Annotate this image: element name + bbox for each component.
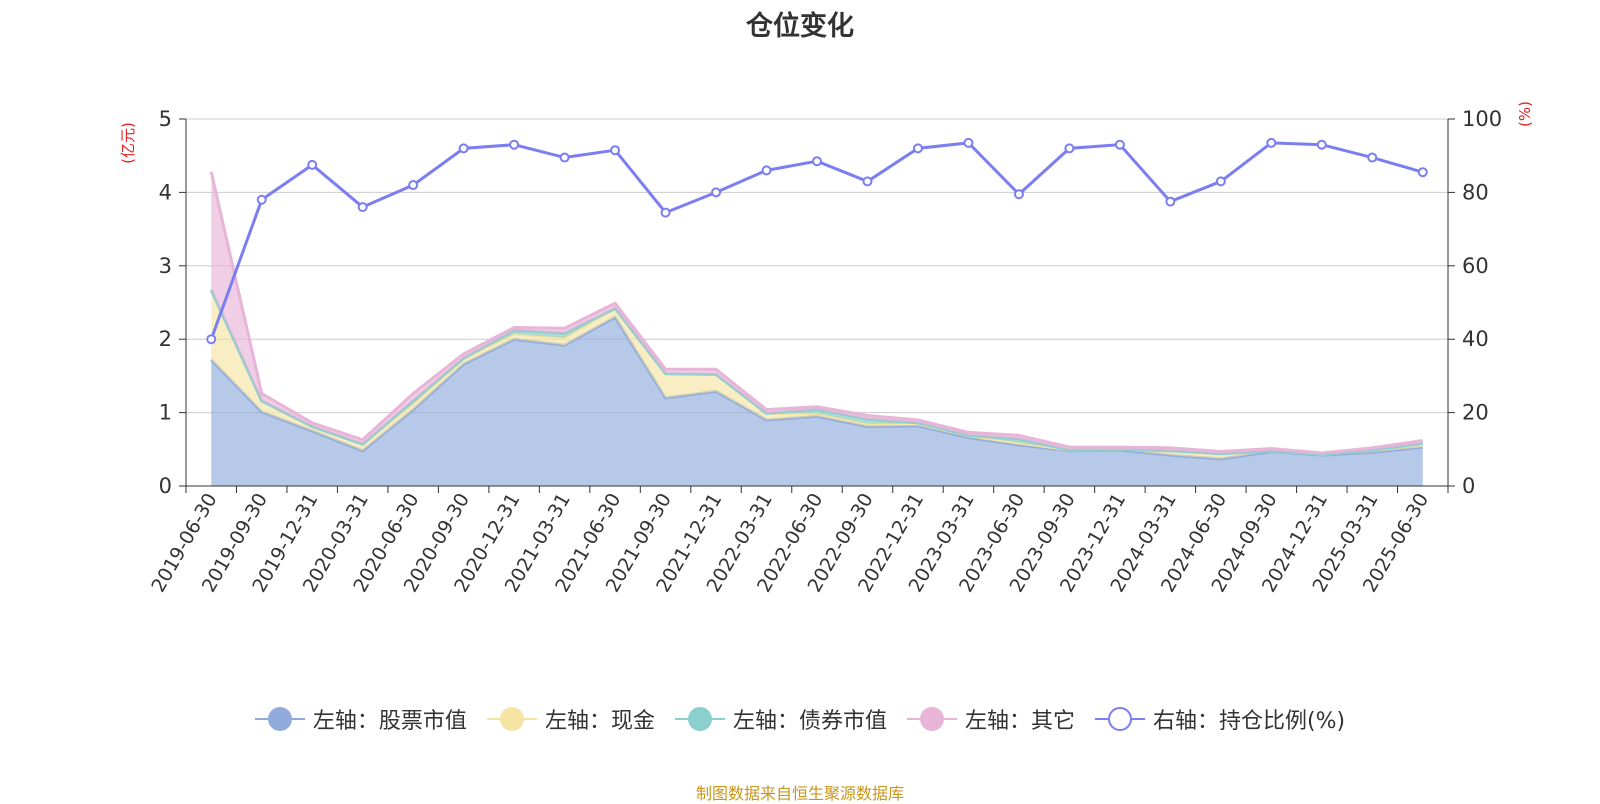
left-tick-label: 0	[159, 474, 172, 498]
ratio-line	[206, 137, 1428, 345]
ratio-point	[1266, 137, 1277, 148]
legend-circle-icon	[906, 707, 957, 731]
ratio-point	[761, 165, 772, 176]
ratio-point	[1316, 139, 1327, 150]
ratio-point	[1367, 152, 1378, 163]
ratio-point	[711, 187, 722, 198]
left-tick-label: 3	[159, 254, 172, 278]
legend-circle-icon	[254, 707, 305, 731]
source-note: 制图数据来自恒生聚源数据库	[695, 784, 904, 803]
right-axis-unit: (%)	[1516, 101, 1534, 127]
area-edge-e8b4d8	[209, 171, 1423, 455]
legend-label: 左轴：现金	[544, 709, 655, 734]
left-tick-label: 1	[159, 401, 172, 425]
ratio-point	[963, 137, 974, 148]
ratio-point	[812, 156, 822, 167]
left-tick-label: 2	[159, 327, 172, 351]
legend-label: 左轴：股票市值	[312, 709, 467, 734]
ratio-point	[206, 334, 217, 345]
legend-label: 左轴：其它	[964, 709, 1075, 734]
ratio-point	[862, 176, 873, 187]
left-tick-label: 5	[159, 107, 172, 131]
right-tick-label: 20	[1462, 401, 1489, 425]
legend-circle-icon	[486, 707, 537, 731]
ratio-point	[660, 207, 671, 218]
ratio-point	[1013, 189, 1024, 200]
right-tick-label: 60	[1462, 254, 1489, 278]
ratio-point	[1114, 139, 1125, 150]
axes: 012345020406080100(亿元)(%)2019-06-302019-…	[119, 101, 1534, 596]
legend-label: 右轴：持仓比例(%)	[1152, 709, 1346, 734]
legend-item[interactable]: 左轴：股票市值	[254, 703, 467, 735]
ratio-point	[610, 145, 621, 156]
legend-item[interactable]: 左轴：债券市值	[674, 703, 887, 735]
legend-hollow-circle-icon	[1094, 707, 1145, 731]
legend-circle-icon	[674, 707, 725, 731]
ratio-point	[1064, 143, 1075, 154]
ratio-point	[1417, 167, 1428, 178]
ratio-point	[458, 143, 469, 154]
ratio-point	[408, 180, 419, 191]
ratio-point	[1215, 176, 1226, 187]
ratio-point	[509, 139, 520, 150]
legend-item[interactable]: 左轴：现金	[486, 703, 655, 735]
left-axis-unit: (亿元)	[119, 122, 137, 164]
left-tick-label: 4	[159, 180, 172, 204]
ratio-point	[1165, 196, 1176, 207]
legend-label: 左轴：债券市值	[732, 709, 887, 734]
stacked-areas	[209, 171, 1423, 486]
ratio-point	[357, 202, 368, 213]
right-tick-label: 100	[1462, 107, 1502, 131]
area-91acdc	[211, 317, 1423, 486]
ratio-point	[912, 143, 923, 154]
right-tick-label: 0	[1462, 474, 1475, 498]
ratio-point	[559, 152, 570, 163]
legend-item[interactable]: 左轴：其它	[906, 703, 1075, 735]
right-tick-label: 40	[1462, 327, 1489, 351]
legend: 左轴：股票市值 左轴：现金 左轴：债券市值 左轴：其它 右轴：持仓比例(%)	[0, 703, 1600, 735]
chart-title: 仓位变化	[746, 11, 854, 42]
ratio-point	[256, 194, 267, 205]
right-tick-label: 80	[1462, 180, 1489, 204]
ratio-line-path	[209, 141, 1424, 340]
ratio-point	[307, 159, 318, 170]
legend-item[interactable]: 右轴：持仓比例(%)	[1094, 703, 1346, 735]
